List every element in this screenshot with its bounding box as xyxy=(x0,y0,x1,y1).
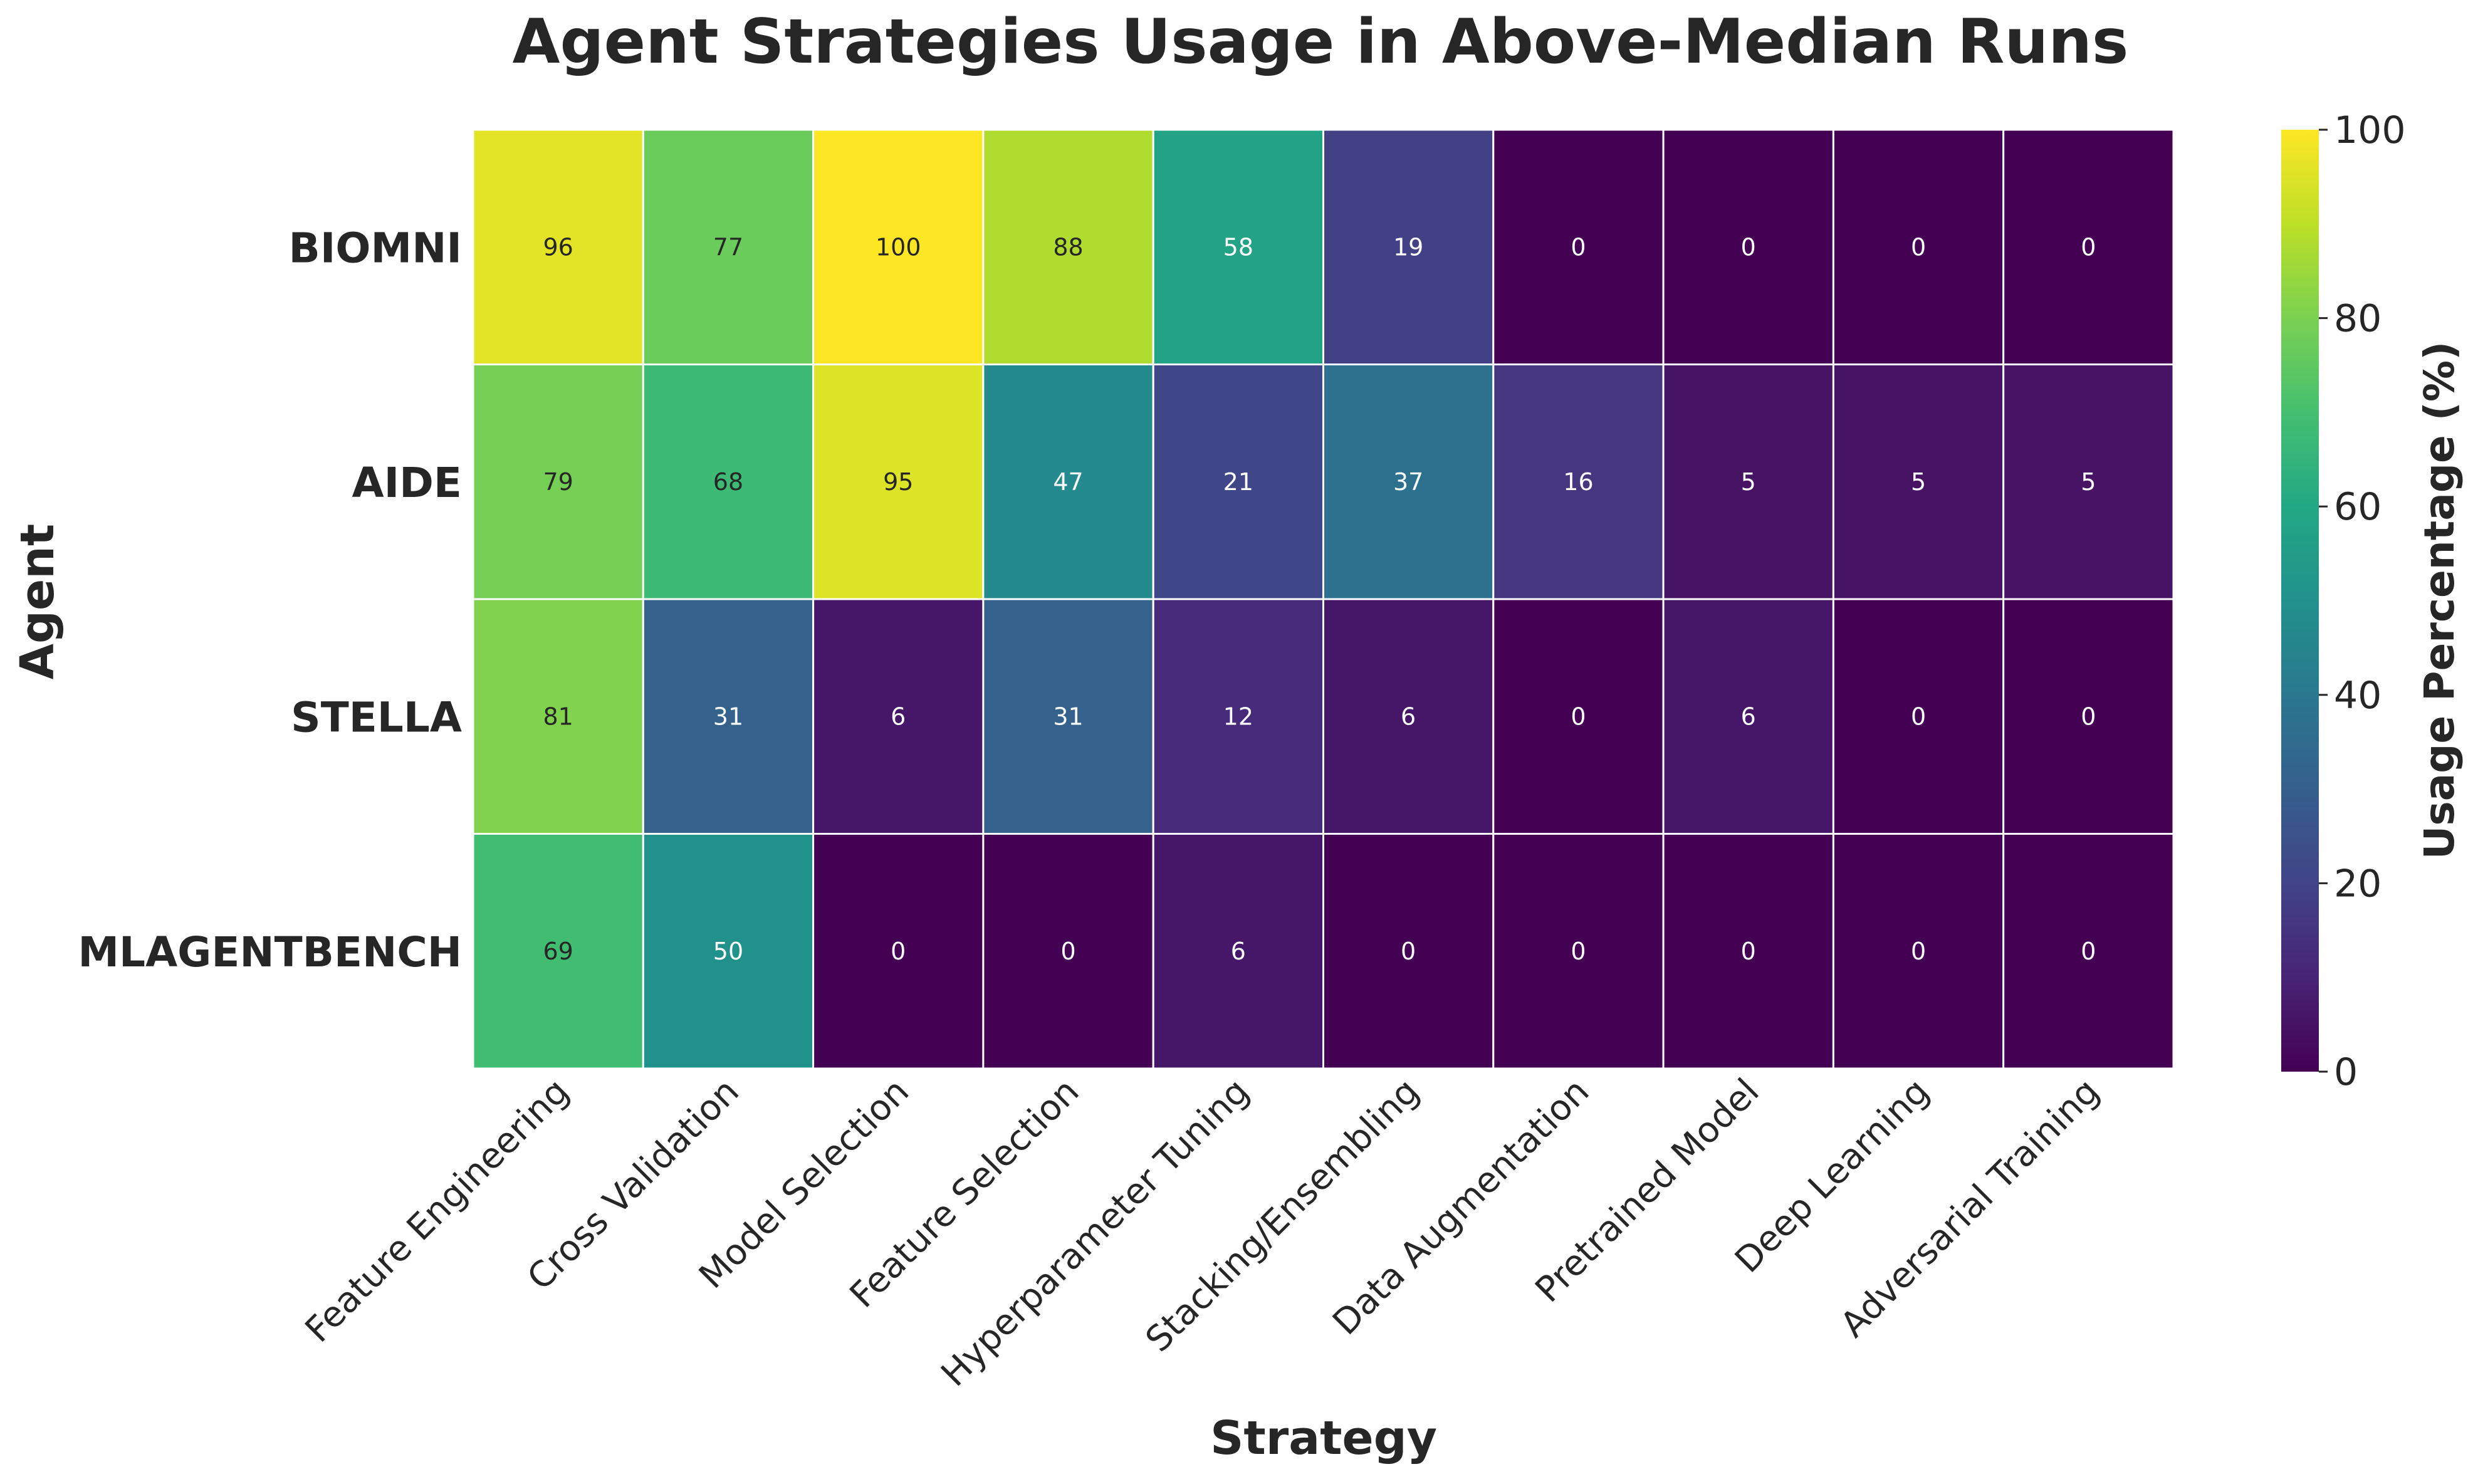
cell-value-label: 0 xyxy=(1571,703,1586,730)
heatmap-cell xyxy=(1662,598,1834,835)
colorbar-tick-label: 60 xyxy=(2334,485,2382,529)
cell-value-label: 50 xyxy=(713,938,743,965)
cell-value-label: 37 xyxy=(1393,468,1423,496)
cell-value-label: 0 xyxy=(2081,703,2096,730)
cell-value-label: 68 xyxy=(713,468,743,496)
cell-value-label: 81 xyxy=(543,703,573,730)
heatmap-cell xyxy=(2002,363,2175,600)
cell-value-label: 100 xyxy=(876,233,921,261)
column-tick-label: Hyperparameter Tuning xyxy=(934,1071,1257,1394)
heatmap-cell xyxy=(982,128,1154,365)
heatmap-cell xyxy=(642,363,815,600)
colorbar: 0 20 40 60 80 100 Usage Percentage (%) xyxy=(2281,108,2464,1094)
cell-value-label: 79 xyxy=(543,468,573,496)
cell-value-label: 6 xyxy=(1741,703,1756,730)
colorbar-ticks: 0 20 40 60 80 100 xyxy=(2319,108,2406,1094)
heatmap-cell xyxy=(472,128,644,365)
column-tick-label: Stacking/Ensembling xyxy=(1138,1071,1427,1360)
heatmap-cells: 96 77 100 88 58 19 0 0 0 0 79 68 95 47 21 37 16 5 5 5 81 31 6 3… xyxy=(472,128,2175,1070)
cell-value-label: 0 xyxy=(1741,938,1756,965)
row-labels: BIOMNI AIDE STELLA MLAGENTBENCH xyxy=(78,224,462,976)
column-tick-label: Feature Engineering xyxy=(298,1071,577,1351)
cell-value-label: 21 xyxy=(1223,468,1253,496)
row-tick-label: AIDE xyxy=(352,459,462,507)
heatmap-cell xyxy=(982,833,1154,1070)
colorbar-tick-label: 100 xyxy=(2334,108,2406,152)
colorbar-tick-label: 40 xyxy=(2334,674,2382,718)
heatmap-cell xyxy=(1152,128,1324,365)
cell-value-label: 0 xyxy=(2081,233,2096,261)
heatmap-cell xyxy=(1322,363,1495,600)
colorbar-tick-label: 20 xyxy=(2334,862,2382,906)
cell-value-label: 0 xyxy=(1571,233,1586,261)
heatmap-cell xyxy=(1152,363,1324,600)
cell-value-label: 0 xyxy=(1401,938,1416,965)
cell-value-label: 31 xyxy=(1053,703,1083,730)
heatmap-cell xyxy=(982,363,1154,600)
chart-title: Agent Strategies Usage in Above-Median R… xyxy=(513,6,2129,78)
row-tick-label: MLAGENTBENCH xyxy=(78,928,462,976)
heatmap-cell xyxy=(472,833,644,1070)
heatmap-cell xyxy=(2002,128,2175,365)
heatmap-cell xyxy=(1152,833,1324,1070)
cell-value-label: 47 xyxy=(1053,468,1083,496)
heatmap-cell xyxy=(472,598,644,835)
cell-value-label: 0 xyxy=(1741,233,1756,261)
heatmap-cell xyxy=(1492,598,1665,835)
heatmap-cell xyxy=(812,598,985,835)
heatmap-cell xyxy=(1492,833,1665,1070)
cell-value-label: 58 xyxy=(1223,233,1253,261)
cell-value-label: 95 xyxy=(883,468,913,496)
heatmap-cell xyxy=(2002,598,2175,835)
cell-value-label: 0 xyxy=(1060,938,1075,965)
heatmap-cell xyxy=(812,363,985,600)
heatmap-cell xyxy=(812,128,985,365)
heatmap-cell xyxy=(1662,363,1834,600)
cell-value-label: 6 xyxy=(1401,703,1416,730)
cell-value-label: 6 xyxy=(1231,938,1246,965)
cell-value-label: 77 xyxy=(713,233,743,261)
colorbar-label: Usage Percentage (%) xyxy=(2415,342,2464,859)
cell-value-label: 96 xyxy=(543,233,573,261)
cell-value-label: 19 xyxy=(1393,233,1423,261)
heatmap-cell xyxy=(1662,833,1834,1070)
cell-value-label: 0 xyxy=(1571,938,1586,965)
cell-value-label: 5 xyxy=(1911,468,1926,496)
heatmap-cell xyxy=(1832,363,2005,600)
heatmap-cell xyxy=(1322,128,1495,365)
cell-value-label: 69 xyxy=(543,938,573,965)
cell-value-label: 5 xyxy=(1741,468,1756,496)
heatmap-cell xyxy=(1492,363,1665,600)
row-tick-label: BIOMNI xyxy=(289,224,462,272)
cell-value-label: 88 xyxy=(1053,233,1083,261)
heatmap-cell xyxy=(1832,833,2005,1070)
heatmap-cell xyxy=(2002,833,2175,1070)
cell-value-label: 0 xyxy=(1911,703,1926,730)
colorbar-tick-label: 80 xyxy=(2334,297,2382,341)
heatmap-cell xyxy=(642,598,815,835)
heatmap-cell xyxy=(642,128,815,365)
cell-value-label: 0 xyxy=(1911,233,1926,261)
cell-value-label: 0 xyxy=(891,938,906,965)
row-tick-label: STELLA xyxy=(291,693,462,741)
colorbar-gradient xyxy=(2281,130,2319,1072)
y-axis-label: Agent xyxy=(11,524,65,680)
cell-value-label: 16 xyxy=(1563,468,1593,496)
heatmap-cell xyxy=(1662,128,1834,365)
cell-value-label: 12 xyxy=(1223,703,1253,730)
cell-value-label: 0 xyxy=(2081,938,2096,965)
cell-value-label: 5 xyxy=(2081,468,2096,496)
heatmap-cell xyxy=(1152,598,1324,835)
heatmap-cell xyxy=(1322,833,1495,1070)
cell-value-label: 6 xyxy=(891,703,906,730)
cell-value-label: 0 xyxy=(1911,938,1926,965)
heatmap-cell xyxy=(1832,598,2005,835)
cell-value-label: 31 xyxy=(713,703,743,730)
x-axis-label: Strategy xyxy=(1210,1411,1437,1465)
colorbar-tick-label: 0 xyxy=(2334,1050,2358,1094)
